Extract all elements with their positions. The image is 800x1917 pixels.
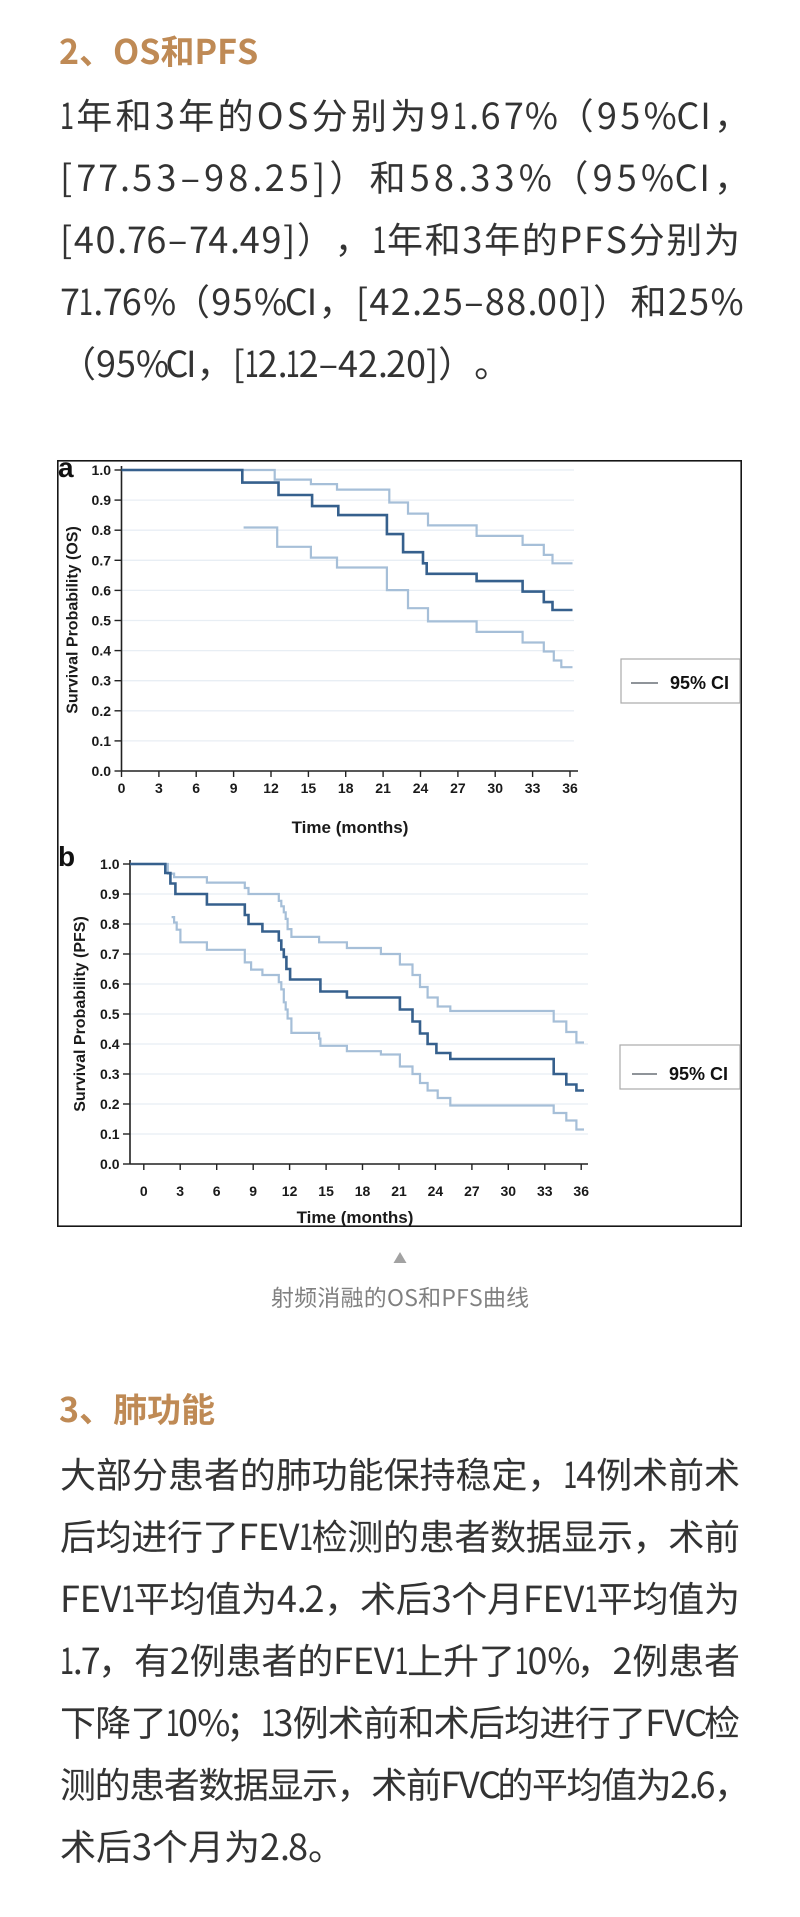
svg-text:0.6: 0.6 [100,976,120,992]
svg-text:18: 18 [355,1183,371,1199]
svg-text:0.0: 0.0 [100,1156,120,1172]
svg-text:a: a [58,452,74,483]
svg-text:0.5: 0.5 [92,613,112,629]
svg-text:0.5: 0.5 [100,1006,120,1022]
svg-text:9: 9 [249,1183,257,1199]
svg-text:Time (months): Time (months) [292,818,409,837]
svg-text:1.0: 1.0 [100,856,120,872]
svg-text:30: 30 [501,1183,517,1199]
svg-text:12: 12 [263,780,279,796]
svg-text:0.0: 0.0 [92,763,112,779]
svg-text:21: 21 [391,1183,407,1199]
svg-text:0.3: 0.3 [92,673,112,689]
svg-text:18: 18 [338,780,354,796]
svg-text:24: 24 [428,1183,444,1199]
svg-text:33: 33 [537,1183,553,1199]
svg-text:0: 0 [140,1183,148,1199]
svg-text:0.1: 0.1 [92,733,112,749]
svg-text:0.2: 0.2 [100,1096,120,1112]
svg-text:0.4: 0.4 [92,643,112,659]
svg-text:36: 36 [573,1183,589,1199]
svg-text:9: 9 [230,780,238,796]
svg-text:27: 27 [450,780,466,796]
svg-text:33: 33 [525,780,541,796]
svg-text:0: 0 [118,780,126,796]
svg-text:0.7: 0.7 [92,552,112,568]
svg-text:0.2: 0.2 [92,703,112,719]
svg-text:12: 12 [282,1183,298,1199]
svg-text:95% CI: 95% CI [670,673,729,693]
svg-text:0.4: 0.4 [100,1036,120,1052]
svg-text:24: 24 [413,780,429,796]
svg-text:0.1: 0.1 [100,1126,120,1142]
svg-text:15: 15 [318,1183,334,1199]
svg-text:6: 6 [213,1183,221,1199]
svg-text:0.9: 0.9 [100,886,120,902]
svg-text:Survival Probability (PFS): Survival Probability (PFS) [72,916,89,1112]
svg-text:0.8: 0.8 [100,916,120,932]
svg-text:21: 21 [375,780,391,796]
svg-text:3: 3 [176,1183,184,1199]
svg-text:15: 15 [301,780,317,796]
svg-text:1.0: 1.0 [92,462,112,478]
svg-text:0.8: 0.8 [92,522,112,538]
svg-text:Time (months): Time (months) [297,1208,414,1227]
svg-text:0.6: 0.6 [92,582,112,598]
svg-text:6: 6 [192,780,200,796]
svg-text:27: 27 [464,1183,480,1199]
svg-text:95% CI: 95% CI [669,1064,728,1084]
svg-text:Survival Probability (OS): Survival Probability (OS) [65,526,82,714]
svg-text:0.9: 0.9 [92,492,112,508]
svg-text:30: 30 [487,780,503,796]
svg-text:0.3: 0.3 [100,1066,120,1082]
svg-text:0.7: 0.7 [100,946,120,962]
svg-text:36: 36 [562,780,578,796]
svg-text:b: b [58,841,75,872]
svg-text:3: 3 [155,780,163,796]
